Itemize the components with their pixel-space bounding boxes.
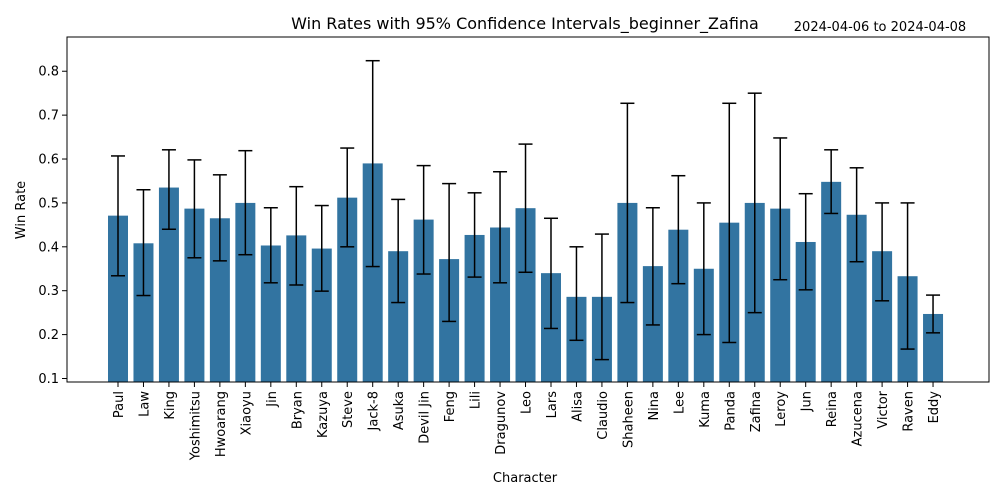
bar xyxy=(872,251,893,382)
y-axis-ticks: 0.1 0.2 0.3 0.4 0.5 0.6 0.7 0.8 xyxy=(38,65,67,387)
bar xyxy=(413,219,434,382)
error-bar-series xyxy=(111,59,941,361)
y-tick-label: 0.4 xyxy=(38,240,59,255)
x-tick-label: Reina xyxy=(825,391,840,427)
bar xyxy=(388,251,409,382)
x-tick-label: Alisa xyxy=(570,391,585,422)
x-tick-label: Law xyxy=(137,391,152,417)
y-tick-label: 0.3 xyxy=(38,284,59,299)
x-tick-label: Feng xyxy=(443,391,458,422)
bar xyxy=(515,208,536,382)
bar xyxy=(235,202,256,382)
x-tick-label: Lili xyxy=(469,391,484,409)
x-tick-label: Kazuya xyxy=(316,391,331,438)
y-tick-label: 0.2 xyxy=(38,328,59,343)
x-tick-label: Lee xyxy=(672,391,687,414)
x-tick-label: Leo xyxy=(520,391,535,414)
bar xyxy=(209,218,230,382)
x-tick-label: Bryan xyxy=(290,391,305,429)
x-tick-label: Panda xyxy=(723,391,738,431)
x-tick-label: Raven xyxy=(902,391,917,432)
bar xyxy=(770,208,791,382)
x-tick-label: Xiaoyu xyxy=(239,391,254,435)
x-tick-label: Zafina xyxy=(749,391,764,432)
bar xyxy=(464,234,485,382)
bar-series xyxy=(108,163,944,382)
x-tick-label: Lars xyxy=(545,391,560,419)
bar xyxy=(311,248,332,382)
y-tick-label: 0.5 xyxy=(38,196,59,211)
bar xyxy=(133,243,154,382)
x-axis-label: Character xyxy=(493,471,558,486)
x-tick-label: Paul xyxy=(112,391,127,418)
x-tick-label: Devil Jin xyxy=(418,391,433,444)
bar xyxy=(260,245,281,382)
x-tick-label: Yoshimitsu xyxy=(188,391,203,461)
x-tick-label: Jack-8 xyxy=(367,391,382,431)
x-tick-label: Victor xyxy=(876,390,891,428)
y-tick-label: 0.6 xyxy=(38,153,59,168)
x-tick-label: Claudio xyxy=(596,391,611,440)
plot-frame xyxy=(66,36,990,383)
x-tick-label: King xyxy=(163,391,178,420)
x-axis-ticks: Paul Law King Yoshimitsu Hwoarang Xiaoyu Jin Br… xyxy=(112,382,942,461)
bar xyxy=(490,227,511,382)
x-tick-label: Azucena xyxy=(851,391,866,446)
bar xyxy=(184,208,205,382)
x-tick-label: Leroy xyxy=(774,391,789,427)
chart-title: Win Rates with 95% Confidence Intervals_… xyxy=(291,14,759,34)
y-tick-label: 0.1 xyxy=(38,372,59,387)
x-tick-label: Shaheen xyxy=(621,391,636,448)
x-tick-label: Jin xyxy=(265,391,280,408)
x-tick-label: Nina xyxy=(647,391,662,421)
bar xyxy=(795,241,816,382)
x-tick-label: Jun xyxy=(800,391,815,412)
x-tick-label: Hwoarang xyxy=(214,391,229,457)
bar xyxy=(108,215,128,382)
bar xyxy=(668,229,689,382)
y-axis-label: Win Rate xyxy=(14,181,29,239)
bar xyxy=(923,313,944,382)
bar xyxy=(362,163,383,382)
x-tick-label: Asuka xyxy=(392,391,407,430)
x-tick-label: Dragunov xyxy=(494,391,509,455)
x-tick-label: Steve xyxy=(341,391,356,428)
y-tick-label: 0.7 xyxy=(38,109,59,124)
bar xyxy=(158,187,179,382)
bar xyxy=(337,197,358,382)
bar xyxy=(286,235,307,382)
bar xyxy=(821,181,842,382)
date-range-label: 2024-04-06 to 2024-04-08 xyxy=(794,20,966,35)
y-tick-label: 0.8 xyxy=(38,65,59,80)
x-tick-label: Kuma xyxy=(698,391,713,428)
bar xyxy=(846,214,867,382)
x-tick-label: Eddy xyxy=(927,391,942,424)
